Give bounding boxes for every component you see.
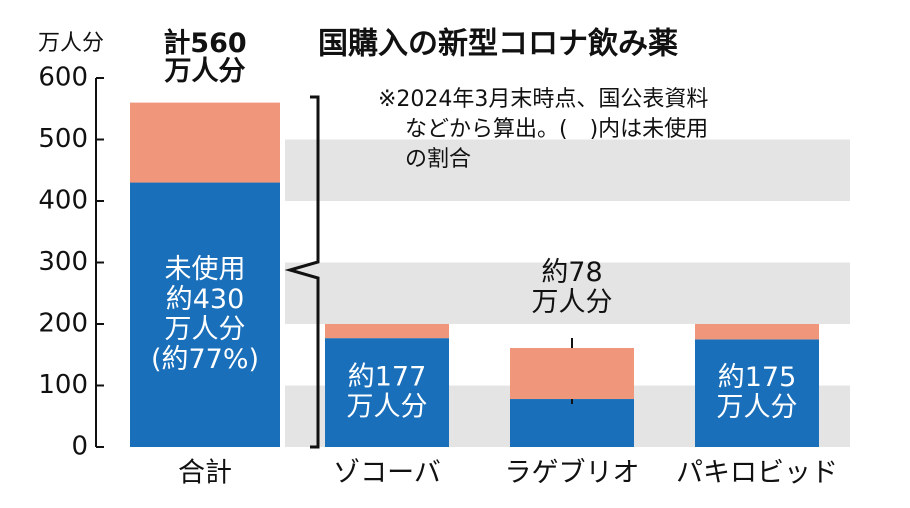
y-tick-label: 500 — [38, 124, 88, 154]
y-tick-label: 0 — [71, 432, 88, 462]
y-tick-label: 100 — [38, 370, 88, 400]
x-tick-label: ゾコーバ — [333, 458, 441, 489]
bracket — [284, 95, 320, 449]
data-label: 約175 万人分 — [717, 362, 798, 423]
bar-segment — [130, 182, 280, 448]
y-tick-label: 200 — [38, 309, 88, 339]
data-label: 約177 万人分 — [347, 361, 428, 422]
y-tick-label: 300 — [38, 247, 88, 277]
x-tick-label: 合計 — [178, 458, 232, 489]
bar-segment — [325, 324, 449, 339]
y-axis-label: 万人分 — [38, 31, 104, 56]
bar-segment — [510, 399, 634, 447]
bar-segment — [510, 347, 634, 400]
bar-segment — [130, 102, 280, 183]
chart-title: 国購入の新型コロナ飲み薬 — [318, 27, 678, 62]
y-tick-label: 400 — [38, 186, 88, 216]
x-tick-label: ラゲブリオ — [505, 458, 640, 489]
grid-band — [285, 262, 850, 324]
note: ※2024年3月末時点、国公表資料などから算出。( )内は未使用の割合 — [378, 87, 708, 172]
y-tick-label: 600 — [38, 63, 88, 93]
grid-band — [285, 139, 850, 201]
bar-segment — [325, 338, 449, 447]
x-tick-label: パキロビッド — [676, 458, 838, 489]
bar-segment — [695, 324, 819, 340]
annotation: 計560 万人分 — [163, 27, 246, 87]
bar-segment — [695, 339, 819, 447]
data-label: 約78 万人分 — [532, 256, 613, 317]
data-label: 未使用約430 万人分(約77%) — [151, 253, 259, 374]
